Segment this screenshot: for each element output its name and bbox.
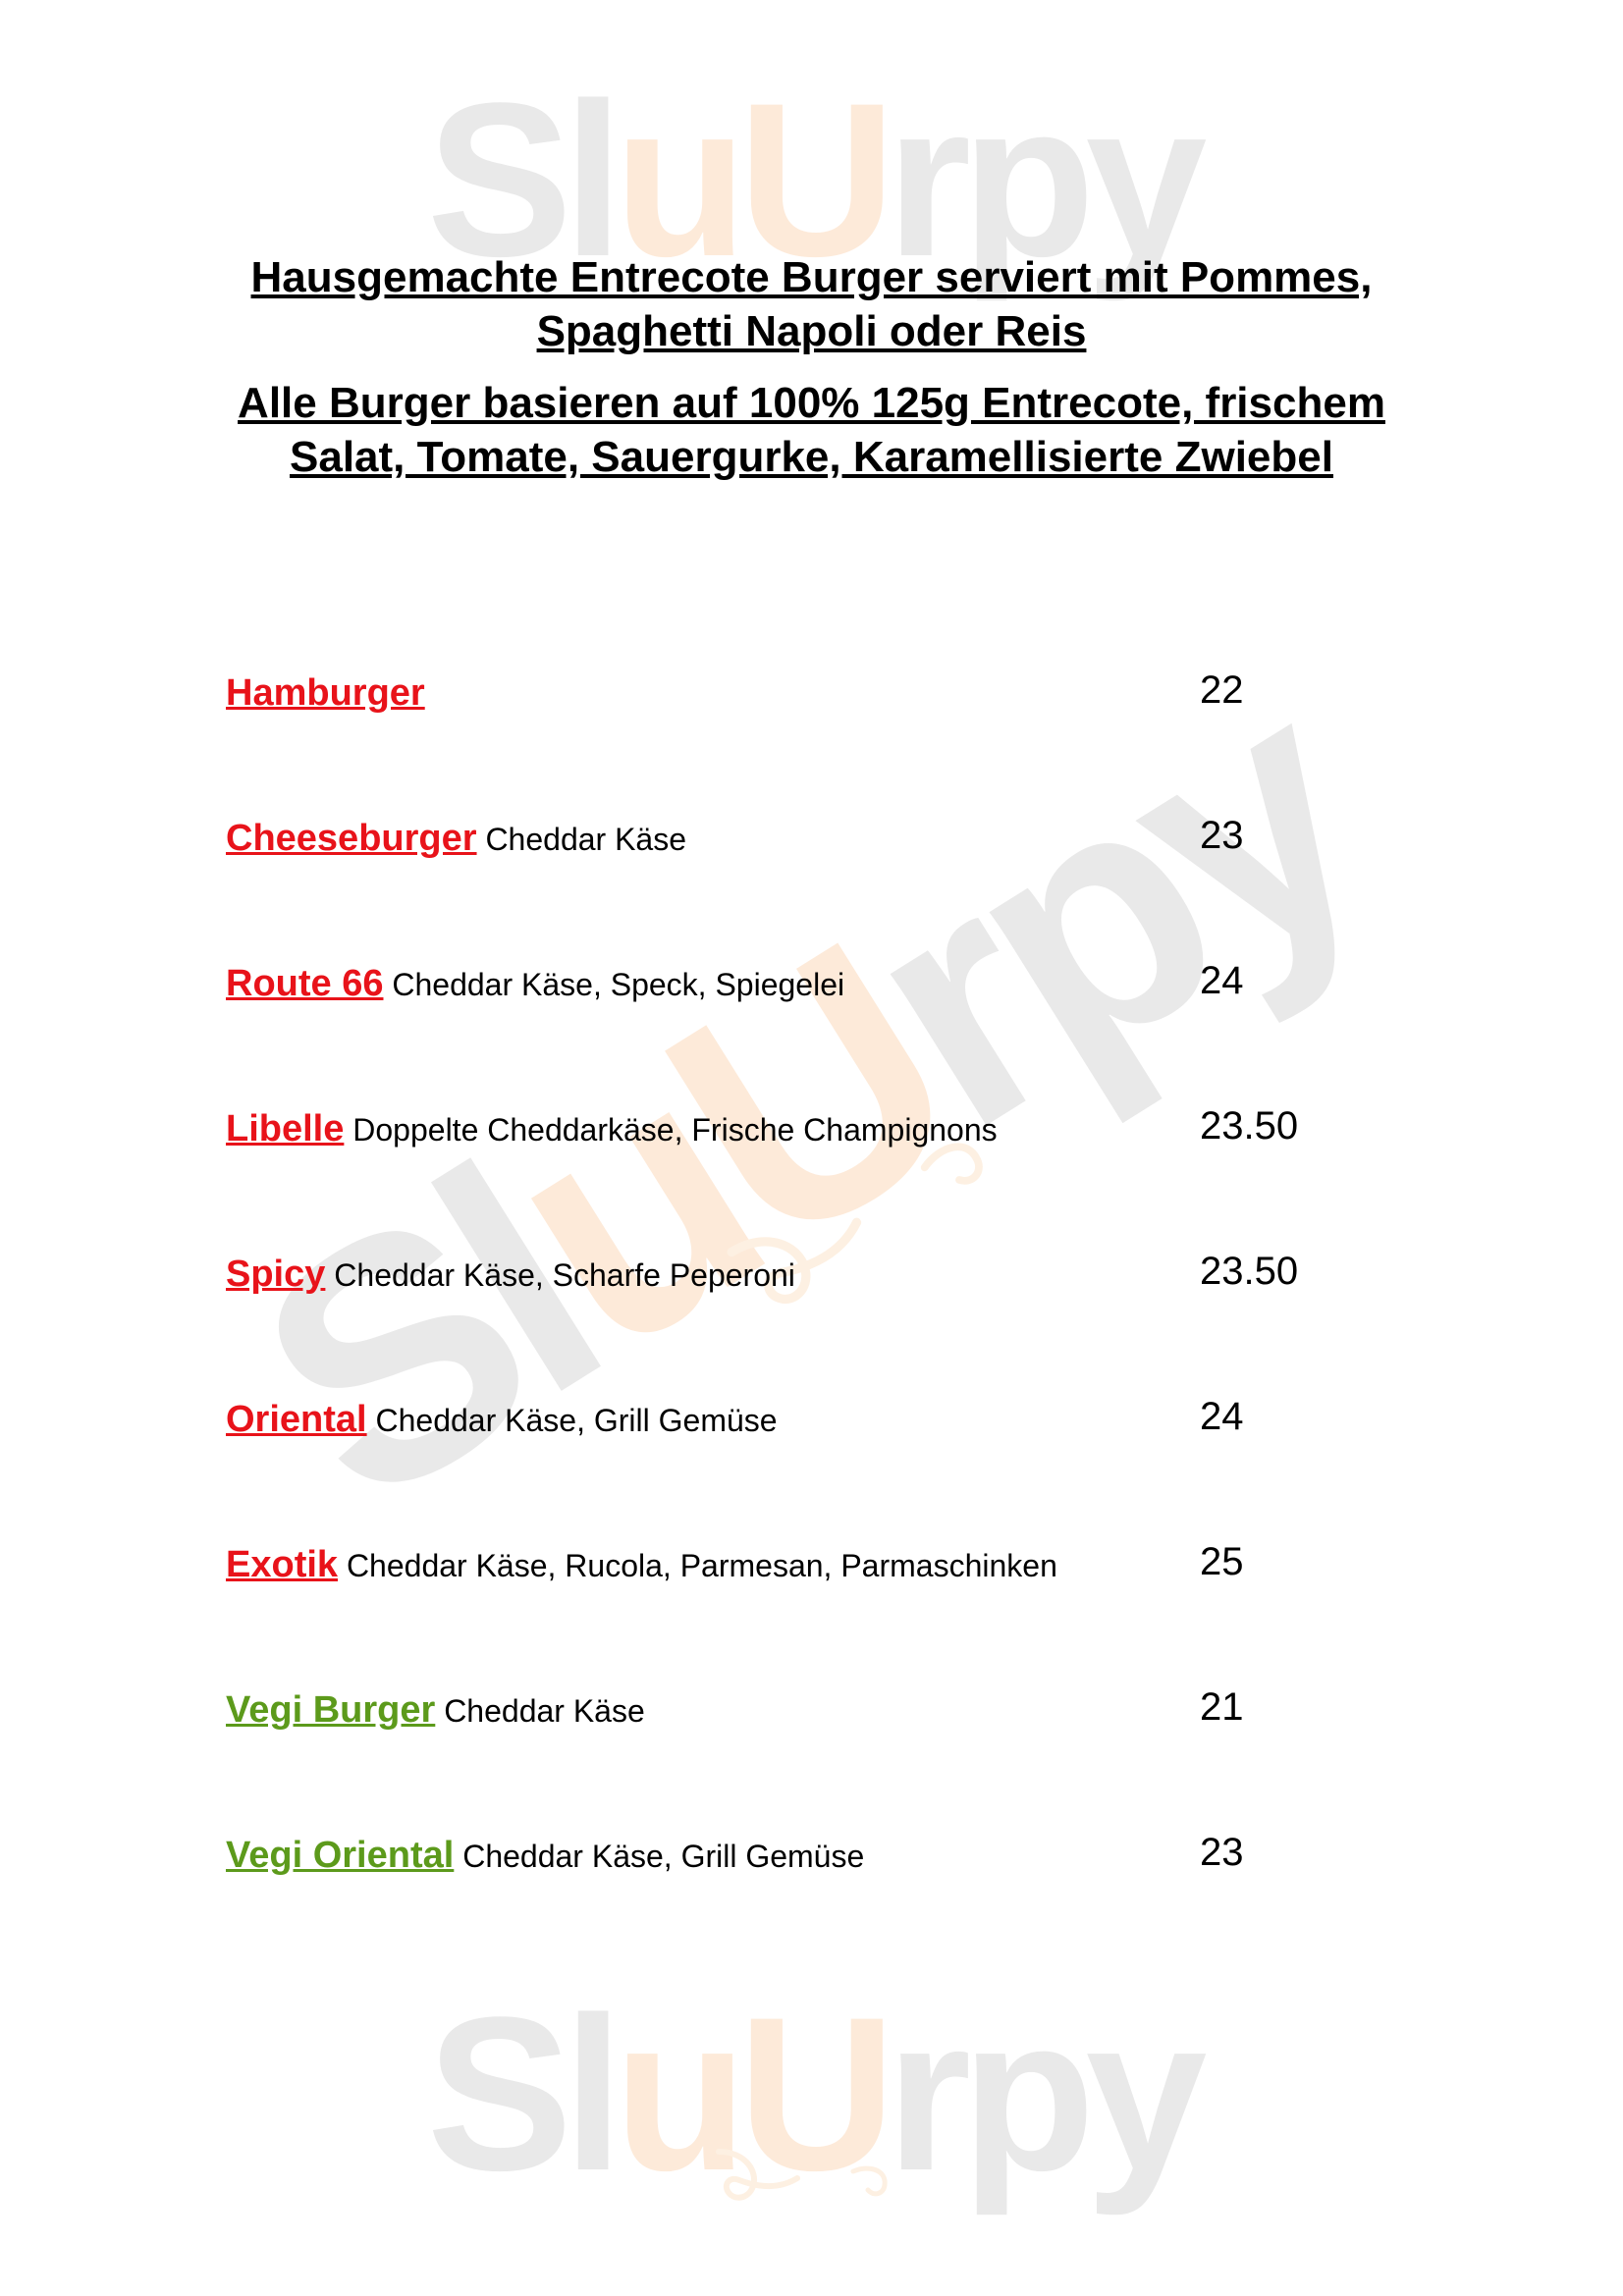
svg-text:SluUrpy: SluUrpy xyxy=(426,1972,1206,2216)
